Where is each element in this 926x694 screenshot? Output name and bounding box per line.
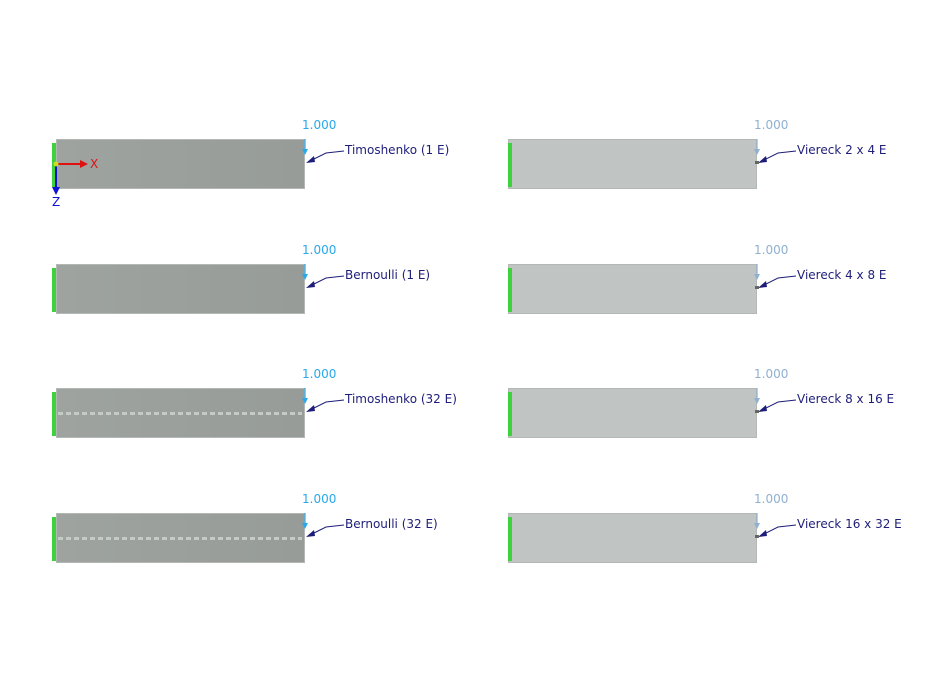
model-label[interactable]: Viereck 4 x 8 E [797, 268, 887, 282]
load-arrow-icon [302, 264, 345, 288]
model-label[interactable]: Timoshenko (32 E) [345, 392, 457, 406]
model-surface-1[interactable]: 1.000 Viereck 2 x 4 E [504, 115, 926, 195]
beam-surface[interactable] [508, 264, 757, 314]
support-line[interactable] [52, 268, 56, 312]
load-arrow-icon [302, 513, 345, 537]
fe-mesh-nodes [58, 412, 302, 415]
model-member-1[interactable]: 1.000 Timoshenko (1 E) [52, 115, 512, 195]
fe-mesh-nodes [58, 537, 302, 540]
beam-member[interactable] [56, 264, 305, 314]
load-value[interactable]: 1.000 [302, 243, 337, 257]
support-line[interactable] [508, 143, 512, 187]
beam-member[interactable] [56, 139, 305, 189]
support-line[interactable] [508, 268, 512, 312]
model-surface-3[interactable]: 1.000 Viereck 8 x 16 E [504, 364, 926, 444]
model-label[interactable]: Timoshenko (1 E) [345, 143, 450, 157]
support-line[interactable] [52, 517, 56, 561]
load-arrow-icon [754, 513, 797, 538]
beam-surface[interactable] [508, 139, 757, 189]
model-label[interactable]: Viereck 2 x 4 E [797, 143, 887, 157]
model-label[interactable]: Bernoulli (1 E) [345, 268, 431, 282]
model-label[interactable]: Viereck 8 x 16 E [797, 392, 895, 406]
load-value[interactable]: 1.000 [302, 492, 337, 506]
model-member-4[interactable]: 1.000 Bernoulli (32 E) [52, 489, 512, 569]
load-value[interactable]: 1.000 [754, 492, 789, 506]
model-surface-4[interactable]: 1.000 Viereck 16 x 32 E [504, 489, 926, 569]
model-label[interactable]: Bernoulli (32 E) [345, 517, 438, 531]
beam-surface[interactable] [508, 388, 757, 438]
load-value[interactable]: 1.000 [754, 367, 789, 381]
load-arrow-icon [754, 139, 797, 164]
model-surface-2[interactable]: 1.000 Viereck 4 x 8 E [504, 240, 926, 320]
load-value[interactable]: 1.000 [302, 367, 337, 381]
load-value[interactable]: 1.000 [302, 118, 337, 132]
axis-x-label: X [90, 157, 99, 171]
model-member-3[interactable]: 1.000 Timoshenko (32 E) [52, 364, 512, 444]
load-arrow-icon [754, 264, 797, 289]
load-value[interactable]: 1.000 [754, 243, 789, 257]
support-line[interactable] [52, 392, 56, 436]
support-line[interactable] [508, 392, 512, 436]
model-member-2[interactable]: 1.000 Bernoulli (1 E) [52, 240, 512, 320]
model-label[interactable]: Viereck 16 x 32 E [797, 517, 902, 531]
load-arrow-icon [302, 139, 345, 163]
support-line[interactable] [508, 517, 512, 561]
axis-z-label: Z [52, 195, 61, 209]
load-arrow-icon [302, 388, 345, 412]
load-value[interactable]: 1.000 [754, 118, 789, 132]
load-arrow-icon [754, 388, 797, 413]
beam-surface[interactable] [508, 513, 757, 563]
